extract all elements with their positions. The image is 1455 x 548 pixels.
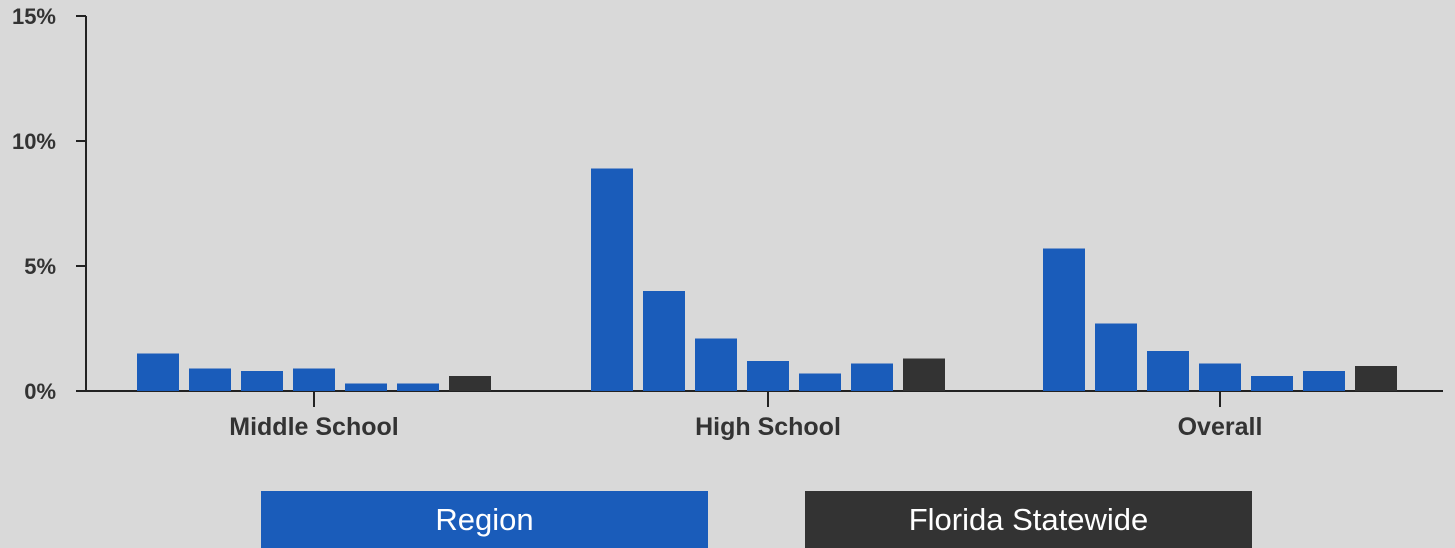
bar: [1043, 248, 1085, 391]
y-tick-label: 10%: [12, 129, 56, 154]
bar: [1303, 371, 1345, 391]
bar: [799, 373, 841, 391]
bar: [591, 168, 633, 391]
legend-florida-statewide: Florida Statewide: [805, 491, 1252, 548]
bar: [449, 376, 491, 391]
bar: [1095, 323, 1137, 391]
bar: [137, 353, 179, 391]
y-tick-label: 15%: [12, 4, 56, 29]
x-category-label: Middle School: [229, 413, 398, 441]
bar: [1147, 351, 1189, 391]
bar: [1251, 376, 1293, 391]
y-tick-label: 0%: [24, 379, 56, 404]
legend-region-label: Region: [435, 501, 534, 537]
bar: [851, 363, 893, 391]
legend-region: Region: [261, 491, 708, 548]
bar: [293, 368, 335, 391]
bar: [695, 338, 737, 391]
bar: [903, 358, 945, 391]
x-category-label: High School: [695, 413, 841, 441]
bar: [345, 383, 387, 391]
x-category-label: Overall: [1178, 413, 1263, 441]
bar: [241, 371, 283, 391]
bar: [189, 368, 231, 391]
bar: [643, 291, 685, 391]
bar-chart: 0% 5% 10% 15% Middle School High School Overal…: [12, 4, 1443, 441]
legend-florida-statewide-label: Florida Statewide: [908, 501, 1149, 537]
bar: [397, 383, 439, 391]
y-tick-label: 5%: [24, 254, 56, 279]
bar: [1199, 363, 1241, 391]
bar: [1355, 366, 1397, 391]
bar: [747, 361, 789, 391]
